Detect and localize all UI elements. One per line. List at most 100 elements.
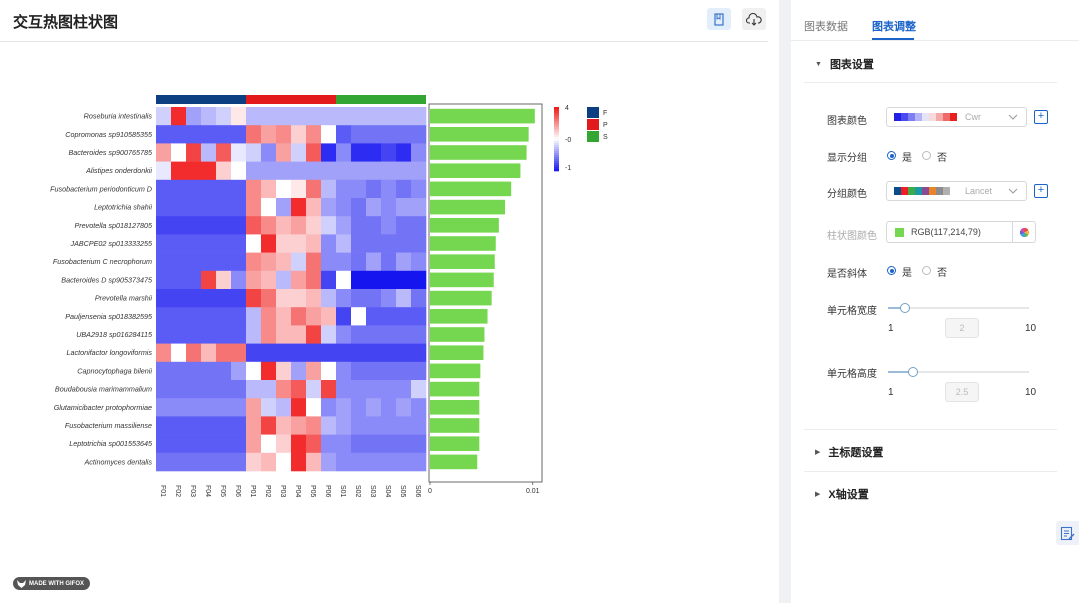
heatmap-cell bbox=[156, 198, 172, 217]
cell-height-slider-handle[interactable] bbox=[907, 367, 918, 377]
heatmap-cell bbox=[321, 325, 337, 344]
heatmap-cell bbox=[351, 125, 367, 144]
heatmap-cell bbox=[336, 380, 352, 399]
heatmap-cell bbox=[216, 452, 232, 472]
bar-plot-frame bbox=[428, 103, 543, 483]
heatmap-cell bbox=[321, 398, 337, 417]
colorbar-segment bbox=[554, 137, 559, 140]
group-color-select[interactable]: Lancet bbox=[886, 181, 1027, 201]
row-label: JABCPE02 sp013333255 bbox=[69, 239, 153, 248]
bar bbox=[430, 363, 481, 379]
cell-width-value-input[interactable]: 2 bbox=[945, 318, 979, 338]
column-label: F05 bbox=[219, 485, 226, 497]
heatmap-cell bbox=[156, 398, 172, 417]
heatmap-cell bbox=[381, 325, 397, 344]
palette-swatch bbox=[936, 187, 943, 195]
heatmap-cell bbox=[171, 416, 187, 435]
heatmap-cell bbox=[246, 198, 262, 217]
column-label: S04 bbox=[384, 485, 391, 498]
heatmap-cell bbox=[201, 161, 217, 181]
show-group-yes-radio[interactable] bbox=[887, 151, 896, 160]
heatmap-cell bbox=[306, 325, 322, 344]
heatmap-cell bbox=[231, 234, 247, 253]
column-label: P01 bbox=[249, 485, 256, 498]
colorbar-segment bbox=[554, 157, 559, 160]
heatmap-cell bbox=[216, 361, 232, 381]
feedback-button[interactable] bbox=[1056, 521, 1079, 545]
heatmap-cell bbox=[336, 289, 352, 308]
heatmap-cell bbox=[186, 361, 202, 381]
heatmap-cell bbox=[291, 325, 307, 344]
heatmap-cell bbox=[381, 179, 397, 199]
section-title: X轴设置 bbox=[828, 489, 869, 501]
group-color-value: Lancet bbox=[965, 186, 993, 196]
heatmap-cell bbox=[201, 270, 217, 290]
italic-yes-radio[interactable] bbox=[887, 266, 896, 275]
heatmap-cell bbox=[276, 143, 292, 162]
bar-color-input[interactable]: RGB(117,214,79) bbox=[886, 221, 1036, 243]
heatmap-cell bbox=[156, 252, 172, 272]
heatmap-cell bbox=[216, 398, 232, 417]
heatmap-cell bbox=[246, 234, 262, 253]
italic-no-radio[interactable] bbox=[922, 266, 931, 275]
cell-width-slider[interactable] bbox=[888, 303, 1029, 313]
cell-width-max: 10 bbox=[1025, 323, 1037, 334]
heatmap-cell bbox=[351, 143, 367, 162]
heatmap-cell bbox=[261, 125, 277, 144]
save-button[interactable] bbox=[707, 8, 731, 30]
colorbar-segment bbox=[554, 159, 559, 162]
section-main-title-settings[interactable]: ▶ 主标题设置 bbox=[815, 444, 883, 460]
chevron-down-icon bbox=[1008, 188, 1018, 194]
legend-label: P bbox=[603, 122, 608, 129]
group-annotation-f bbox=[156, 95, 246, 104]
bar bbox=[430, 218, 499, 233]
heatmap-cell bbox=[186, 307, 202, 326]
add-chart-color-button[interactable]: + bbox=[1034, 110, 1048, 124]
show-group-no-label: 否 bbox=[937, 153, 947, 164]
heatmap-cell bbox=[201, 307, 217, 326]
palette-swatch bbox=[908, 113, 915, 121]
cell-height-slider[interactable] bbox=[888, 367, 1029, 377]
section-chart-settings[interactable]: ▼ 图表设置 bbox=[815, 56, 874, 72]
heatmap-cell bbox=[276, 398, 292, 417]
heatmap-cell bbox=[411, 343, 427, 363]
heatmap-cell bbox=[351, 234, 367, 253]
tab-chart-adjust[interactable]: 图表调整 bbox=[872, 21, 916, 33]
heatmap-cell bbox=[276, 125, 292, 144]
cell-width-slider-handle[interactable] bbox=[899, 303, 910, 313]
cell-height-value-input[interactable]: 2.5 bbox=[945, 382, 979, 402]
heatmap-cell bbox=[306, 143, 322, 162]
heatmap-cell bbox=[231, 325, 247, 344]
tab-chart-data[interactable]: 图表数据 bbox=[804, 21, 848, 33]
heatmap-cell bbox=[171, 234, 187, 253]
heatmap-cell bbox=[411, 434, 427, 454]
heatmap-cell bbox=[276, 361, 292, 381]
heatmap-cell bbox=[246, 307, 262, 326]
heatmap-cell bbox=[366, 107, 382, 126]
heatmap-cell bbox=[231, 289, 247, 308]
add-group-color-button[interactable]: + bbox=[1034, 184, 1048, 198]
heatmap-cell bbox=[171, 343, 187, 363]
heatmap-cell bbox=[261, 161, 277, 181]
section-x-axis-settings[interactable]: ▶ X轴设置 bbox=[815, 486, 869, 502]
heatmap-cell bbox=[291, 270, 307, 290]
heatmap-cell bbox=[276, 307, 292, 326]
colorbar-segment bbox=[554, 121, 559, 124]
heatmap-cell bbox=[216, 343, 232, 363]
heatmap-cell bbox=[186, 434, 202, 454]
heatmap-cell bbox=[186, 179, 202, 199]
heatmap-cell bbox=[216, 270, 232, 290]
heatmap-cell bbox=[366, 361, 382, 381]
heatmap-cell bbox=[186, 289, 202, 308]
heatmap-cell bbox=[186, 270, 202, 290]
heatmap-cell bbox=[186, 107, 202, 126]
palette-swatches bbox=[894, 113, 957, 121]
palette-swatch bbox=[894, 113, 901, 121]
heatmap-cell bbox=[201, 398, 217, 417]
chart-color-select[interactable]: Cwr bbox=[886, 107, 1027, 127]
column-label: P05 bbox=[309, 485, 316, 498]
show-group-no-radio[interactable] bbox=[922, 151, 931, 160]
download-button[interactable] bbox=[742, 8, 766, 30]
colorbar-segment bbox=[554, 141, 559, 144]
color-picker-button[interactable] bbox=[1012, 222, 1035, 242]
